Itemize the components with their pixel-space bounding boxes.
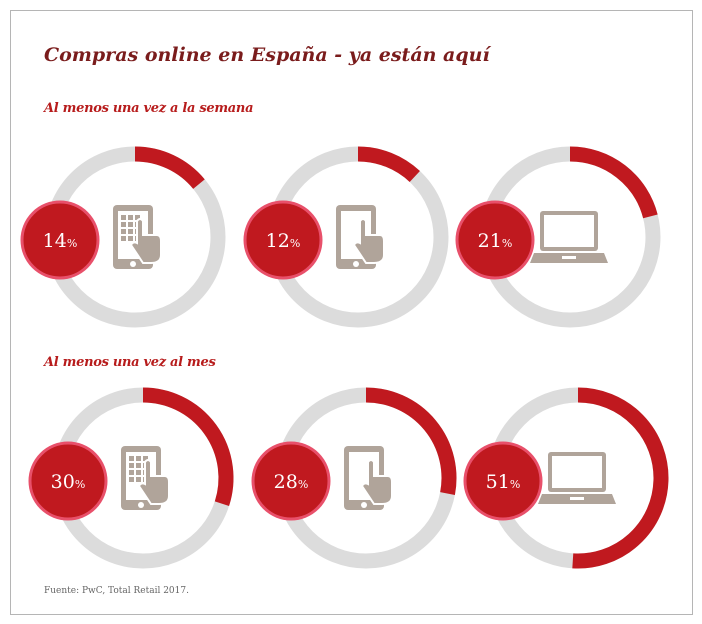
- laptop-icon: [530, 211, 608, 263]
- value-badge: [20, 200, 100, 280]
- chart-title: Compras online en España - ya están aquí: [44, 44, 490, 66]
- donut-value-arc: [357, 146, 420, 183]
- tablet-touch-icon: [113, 205, 162, 269]
- donut-al-menos-una-vez-al-mes-laptop: 51%: [463, 387, 669, 569]
- value-badge: [463, 441, 543, 521]
- value-badge: [243, 200, 323, 280]
- group-label-monthly: Al menos una vez al mes: [44, 355, 216, 370]
- laptop-icon: [538, 452, 616, 504]
- chart-frame: [10, 10, 693, 615]
- donut-al-menos-una-vez-al-mes-tablet-touch: 30%: [28, 387, 234, 569]
- source-note: Fuente: PwC, Total Retail 2017.: [44, 586, 189, 596]
- value-label: 28%: [274, 471, 309, 493]
- group-label-weekly: Al menos una vez a la semana: [44, 101, 254, 116]
- value-label: 30%: [51, 471, 86, 493]
- smartphone-icon: [344, 446, 393, 510]
- donut-value-arc: [572, 387, 669, 569]
- value-badge: [251, 441, 331, 521]
- value-label: 21%: [478, 230, 513, 252]
- value-badge: [455, 200, 535, 280]
- value-label: 12%: [266, 230, 301, 252]
- donut-value-arc: [365, 387, 457, 495]
- smartphone-icon: [336, 205, 385, 269]
- value-badge: [28, 441, 108, 521]
- donut-value-arc: [142, 387, 234, 506]
- donut-al-menos-una-vez-a-la-semana-smartphone: 12%: [243, 146, 449, 328]
- donut-al-menos-una-vez-al-mes-smartphone: 28%: [251, 387, 457, 569]
- tablet-touch-icon: [121, 446, 170, 510]
- value-label: 51%: [486, 471, 521, 493]
- donut-al-menos-una-vez-a-la-semana-tablet-touch: 14%: [20, 146, 226, 328]
- donut-value-arc: [569, 146, 658, 219]
- donut-al-menos-una-vez-a-la-semana-laptop: 21%: [455, 146, 661, 328]
- value-label: 14%: [43, 230, 78, 252]
- donut-value-arc: [134, 146, 205, 190]
